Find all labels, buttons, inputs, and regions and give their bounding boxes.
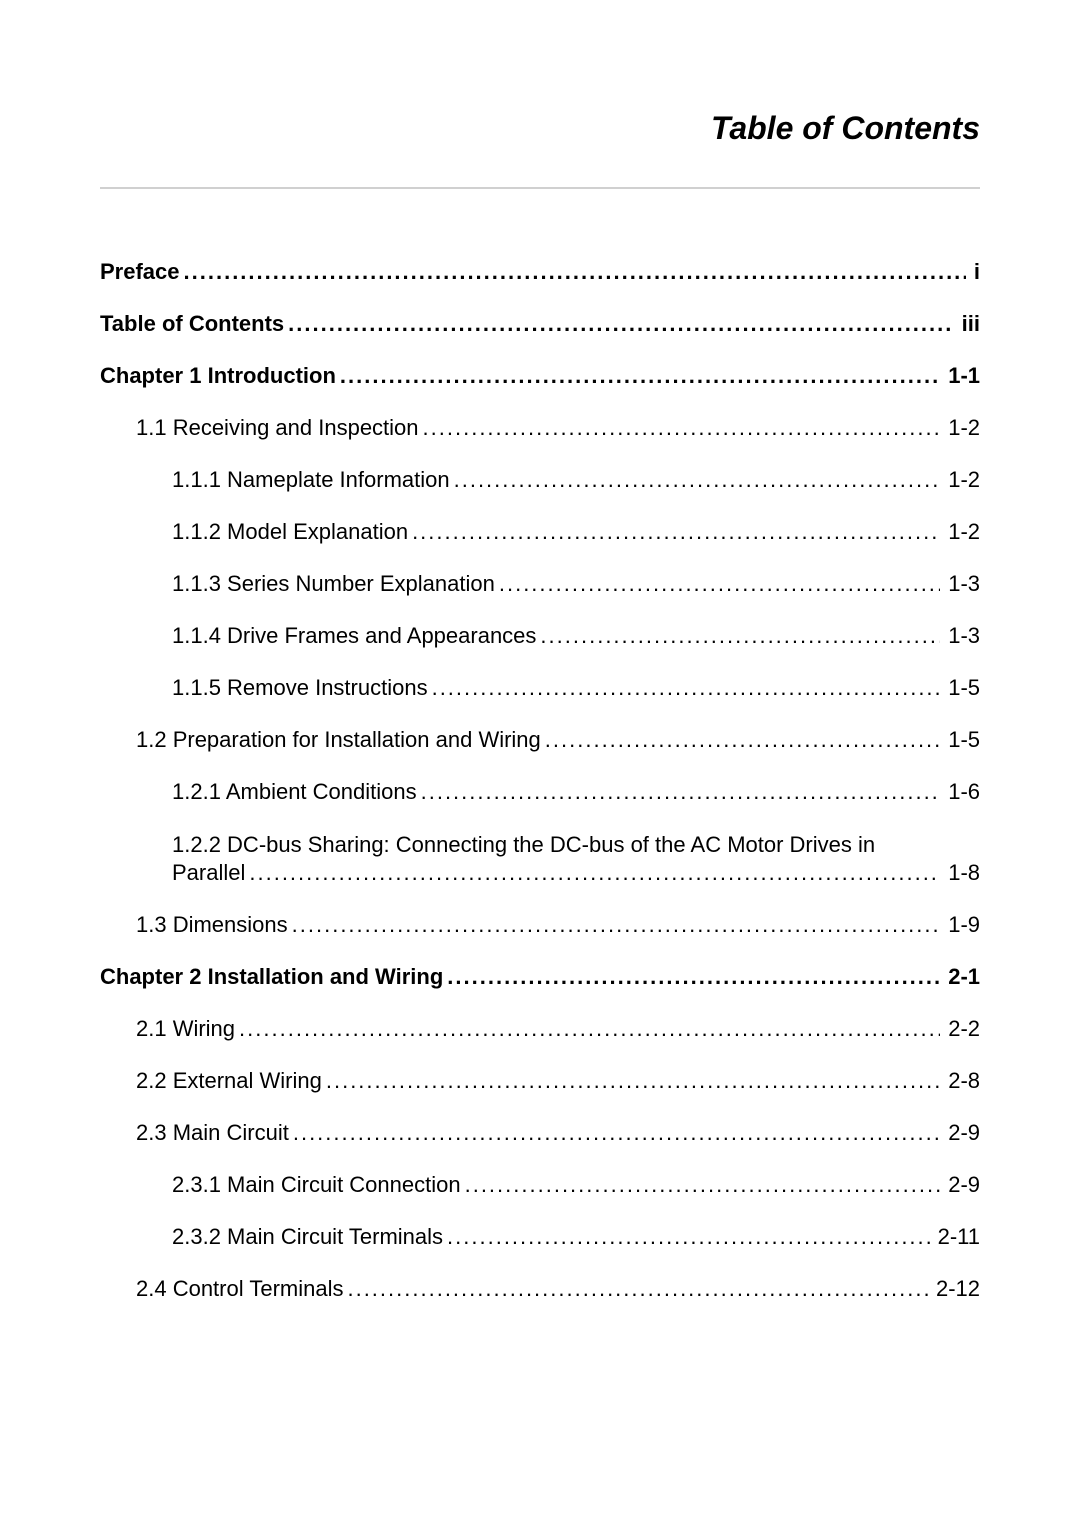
toc-entry: 1.1.1 Nameplate Information 1-2 <box>172 467 980 493</box>
toc-entry-label: 1.1 Receiving and Inspection <box>136 415 419 441</box>
toc-leader <box>499 571 940 597</box>
toc-entry-page: 1-6 <box>944 779 980 805</box>
toc-leader <box>545 727 940 753</box>
toc-entry: 1.1.5 Remove Instructions 1-5 <box>172 675 980 701</box>
toc-leader <box>421 779 941 805</box>
toc-leader <box>249 860 940 886</box>
toc-leader <box>288 311 954 337</box>
toc-leader <box>454 467 941 493</box>
toc-entry-page: 1-3 <box>944 623 980 649</box>
toc-leader <box>239 1016 940 1042</box>
toc-entry-label: 1.1.1 Nameplate Information <box>172 467 450 493</box>
toc-entry: Chapter 1 Introduction 1-1 <box>100 363 980 389</box>
toc-leader <box>412 519 940 545</box>
toc-leader <box>447 964 940 990</box>
toc-leader <box>423 415 941 441</box>
toc-entry: 2.3.1 Main Circuit Connection 2-9 <box>172 1172 980 1198</box>
toc-entry-label: 1.2 Preparation for Installation and Wir… <box>136 727 541 753</box>
toc-entry: 1.2.2 DC-bus Sharing: Connecting the DC-… <box>172 831 980 886</box>
toc-entry: 2.3.2 Main Circuit Terminals 2-11 <box>172 1224 980 1250</box>
toc-entry-label: 2.2 External Wiring <box>136 1068 322 1094</box>
toc-entry-label: 1.1.3 Series Number Explanation <box>172 571 495 597</box>
toc-entry-label: 1.3 Dimensions <box>136 912 288 938</box>
toc-entry: 2.2 External Wiring 2-8 <box>136 1068 980 1094</box>
toc-entry-page: 2-1 <box>944 964 980 990</box>
toc-entry-page: 2-2 <box>944 1016 980 1042</box>
toc-entry-page: 2-9 <box>944 1120 980 1146</box>
toc-entry: Preface i <box>100 259 980 285</box>
toc-entry: 1.1.3 Series Number Explanation 1-3 <box>172 571 980 597</box>
toc-leader <box>340 363 940 389</box>
toc-entry-page: 1-2 <box>944 519 980 545</box>
toc-entry-label: 2.1 Wiring <box>136 1016 235 1042</box>
toc-entry-page: 1-1 <box>944 363 980 389</box>
toc-leader <box>293 1120 940 1146</box>
toc-entry-page: 1-5 <box>944 675 980 701</box>
toc-entry-page: 1-8 <box>944 860 980 886</box>
toc-entry-label: 2.3.1 Main Circuit Connection <box>172 1172 461 1198</box>
toc-entry-page: 2-8 <box>944 1068 980 1094</box>
toc-entry-label: 1.2.1 Ambient Conditions <box>172 779 417 805</box>
toc-entry: 1.1 Receiving and Inspection 1-2 <box>136 415 980 441</box>
toc-entry-label: 1.1.5 Remove Instructions <box>172 675 428 701</box>
toc-entry-page: 1-2 <box>944 415 980 441</box>
toc-leader <box>292 912 941 938</box>
toc-leader <box>326 1068 940 1094</box>
toc-entry-label: Table of Contents <box>100 311 284 337</box>
toc-entry-label: Chapter 1 Introduction <box>100 363 336 389</box>
toc-title: Table of Contents <box>100 110 980 147</box>
toc-leader <box>540 623 940 649</box>
toc-entry-label: Chapter 2 Installation and Wiring <box>100 964 443 990</box>
toc-entry-label: 2.4 Control Terminals <box>136 1276 343 1302</box>
toc-leader <box>184 259 966 285</box>
toc-entry: 1.3 Dimensions 1-9 <box>136 912 980 938</box>
toc-entry-label: 1.2.2 DC-bus Sharing: Connecting the DC-… <box>172 831 980 860</box>
toc-entry: 1.1.4 Drive Frames and Appearances 1-3 <box>172 623 980 649</box>
toc-entry-label: 2.3.2 Main Circuit Terminals <box>172 1224 443 1250</box>
toc-entry: 2.4 Control Terminals 2-12 <box>136 1276 980 1302</box>
toc-entry-page: i <box>970 259 980 285</box>
toc-entry-label: 2.3 Main Circuit <box>136 1120 289 1146</box>
toc-entry-page: 2-12 <box>932 1276 980 1302</box>
toc-entry-page: iii <box>958 311 980 337</box>
toc-entry-page: 2-11 <box>934 1224 980 1250</box>
toc-entry-page: 1-5 <box>944 727 980 753</box>
toc-entry-page: 1-9 <box>944 912 980 938</box>
toc-entry: 1.1.2 Model Explanation 1-2 <box>172 519 980 545</box>
toc-entry: 2.1 Wiring 2-2 <box>136 1016 980 1042</box>
toc-leader <box>347 1276 927 1302</box>
toc-leader <box>447 1224 930 1250</box>
toc-leader <box>432 675 941 701</box>
toc-entry: Table of Contents iii <box>100 311 980 337</box>
toc-entry: Chapter 2 Installation and Wiring 2-1 <box>100 964 980 990</box>
toc-entry-label: 1.1.4 Drive Frames and Appearances <box>172 623 536 649</box>
toc-entry-label: 1.1.2 Model Explanation <box>172 519 408 545</box>
toc-entry-page: 1-2 <box>944 467 980 493</box>
toc-entry-label: Parallel <box>172 860 245 886</box>
title-rule <box>100 187 980 189</box>
toc-leader <box>465 1172 941 1198</box>
toc-entry: 2.3 Main Circuit 2-9 <box>136 1120 980 1146</box>
toc-entry-label: Preface <box>100 259 180 285</box>
toc-list: Preface i Table of Contents iii Chapter 1 … <box>100 259 980 1302</box>
toc-entry: 1.2.1 Ambient Conditions 1-6 <box>172 779 980 805</box>
toc-entry-page: 1-3 <box>944 571 980 597</box>
toc-entry-page: 2-9 <box>944 1172 980 1198</box>
toc-entry: 1.2 Preparation for Installation and Wir… <box>136 727 980 753</box>
